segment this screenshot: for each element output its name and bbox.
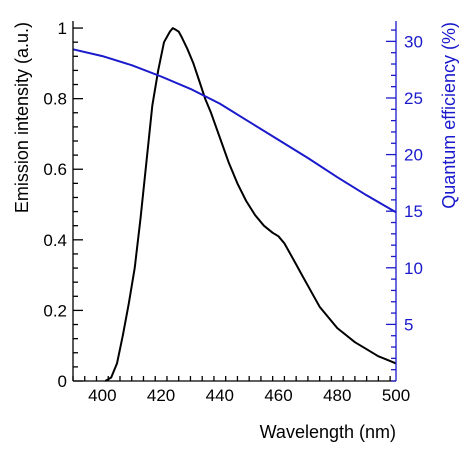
emission-intensity-series-line <box>104 27 397 382</box>
left-y-axis-title: Emission intensity (a.u.) <box>12 22 32 213</box>
left-y-tick-label: 0.6 <box>43 160 67 179</box>
right-y-tick-label: 25 <box>404 89 423 108</box>
quantum-efficiency-series-line <box>72 48 397 214</box>
right-y-tick-label: 10 <box>404 259 423 278</box>
x-axis-title: Wavelength (nm) <box>260 422 396 442</box>
right-y-tick-label: 5 <box>404 315 413 334</box>
axes: 400 420 440 460 480 50000.20.40.60.8151015202… <box>43 19 423 405</box>
x-tick-label: 500 <box>382 386 410 405</box>
x-tick-label: 460 <box>264 386 292 405</box>
left-y-tick-label: 0.8 <box>43 90 67 109</box>
plot-area <box>72 27 397 382</box>
left-y-tick-label: 0.4 <box>43 231 67 250</box>
right-y-tick-label: 15 <box>404 202 423 221</box>
x-tick-label: 400 <box>88 386 116 405</box>
right-y-axis-title: Quantum efficiency (%) <box>439 22 459 209</box>
left-y-tick-label: 0 <box>58 372 67 391</box>
right-y-tick-label: 30 <box>404 32 423 51</box>
x-tick-label: 480 <box>323 386 351 405</box>
x-tick-label: 440 <box>206 386 234 405</box>
left-y-tick-label: 0.2 <box>43 301 67 320</box>
right-y-tick-label: 20 <box>404 146 423 165</box>
x-tick-label: 420 <box>147 386 175 405</box>
left-y-tick-label: 1 <box>58 19 67 38</box>
